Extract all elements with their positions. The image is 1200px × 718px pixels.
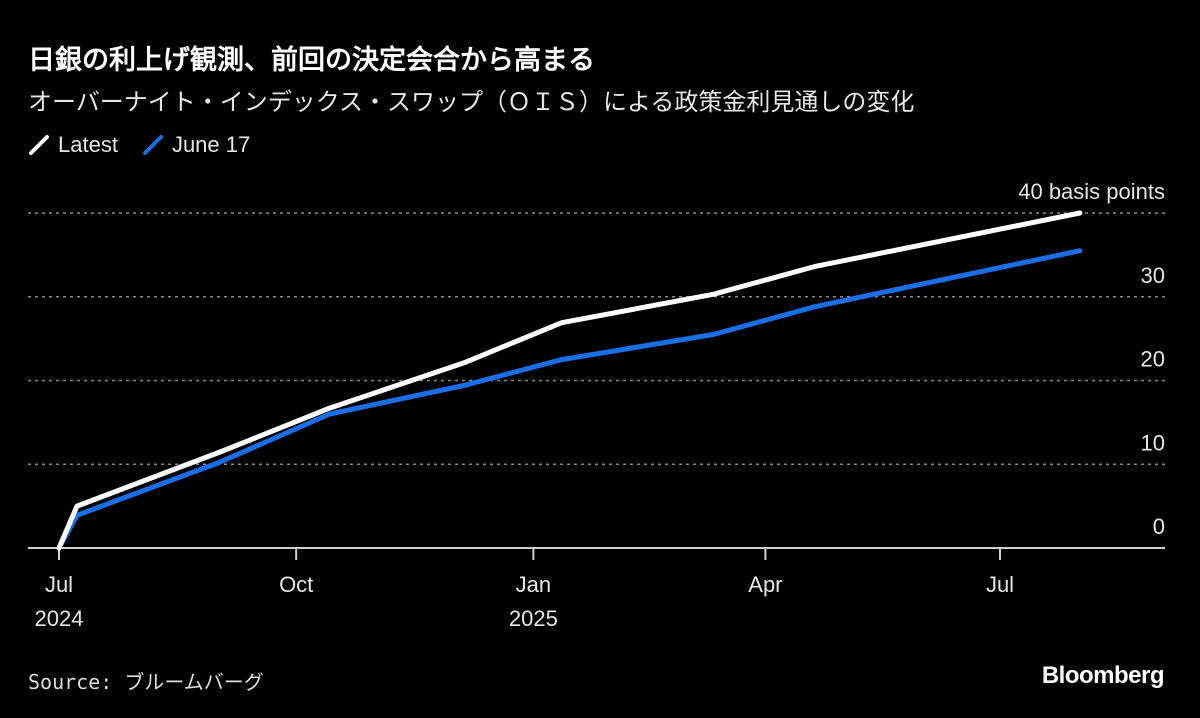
legend-label-latest: Latest xyxy=(58,132,118,157)
x-tick-label: Jan xyxy=(516,572,551,597)
legend-swatch-june17-icon xyxy=(142,135,163,155)
series-line-latest xyxy=(56,210,1083,551)
y-tick-label: 10 xyxy=(1141,430,1165,455)
y-tick-label: 40 basis points xyxy=(1018,179,1165,204)
x-tick-label: Jul xyxy=(45,572,73,597)
x-tick-sublabel: 2024 xyxy=(35,606,84,631)
x-tick-label: Oct xyxy=(279,572,313,597)
series-line-june17 xyxy=(56,248,1083,551)
chart-title: 日銀の利上げ観測、前回の決定会合から高まる xyxy=(28,45,595,76)
y-tick-label: 20 xyxy=(1141,347,1165,372)
y-tick-label: 0 xyxy=(1153,514,1165,539)
legend-label-june17: June 17 xyxy=(171,132,251,157)
legend: Latest June 17 xyxy=(28,132,250,158)
x-tick-sublabel: 2025 xyxy=(509,606,558,631)
y-tick-label: 30 xyxy=(1141,263,1165,288)
source-note: Source: ブルームバーグ xyxy=(28,670,264,694)
x-tick-label: Apr xyxy=(748,572,782,597)
legend-swatch-latest-icon xyxy=(29,135,49,155)
legend-item-latest: Latest xyxy=(28,132,118,158)
x-tick-label: Jul xyxy=(986,572,1014,597)
chart-subtitle: オーバーナイト・インデックス・スワップ（ＯＩＳ）による政策金利見通しの変化 xyxy=(28,88,915,116)
legend-item-june17: June 17 xyxy=(142,132,250,158)
bloomberg-logo: Bloomberg xyxy=(1041,662,1165,689)
